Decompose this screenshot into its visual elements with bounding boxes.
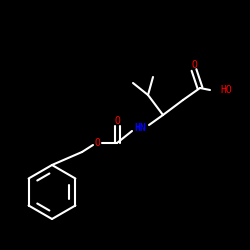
Text: O: O — [94, 138, 100, 148]
Text: HN: HN — [134, 123, 146, 133]
Text: HO: HO — [220, 85, 232, 95]
Text: O: O — [191, 60, 197, 70]
Text: O: O — [114, 116, 120, 126]
